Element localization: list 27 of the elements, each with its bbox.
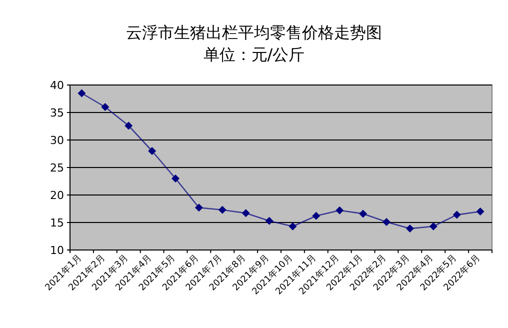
point: [265, 216, 274, 225]
y-tick-label: 15: [50, 216, 64, 230]
point: [101, 103, 110, 111]
point: [78, 89, 86, 98]
point: [406, 224, 414, 233]
point: [194, 204, 203, 212]
chart-title: 云浮市生猪出栏平均零售价格走势图: [126, 23, 382, 42]
chart-subtitle: 单位：元/公斤: [203, 45, 305, 64]
y-tick-label: 30: [50, 134, 64, 147]
y-tick-label: 10: [50, 244, 64, 257]
point: [172, 174, 180, 182]
y-tick-label: 40: [50, 79, 64, 92]
y-tick-label: 35: [50, 106, 64, 120]
point: [218, 206, 226, 214]
point: [312, 212, 320, 220]
point: [124, 122, 133, 130]
point: [452, 210, 461, 219]
y-tick-label: 20: [50, 189, 64, 202]
point: [336, 206, 344, 214]
point: [429, 222, 438, 230]
point: [382, 218, 390, 226]
point: [148, 147, 156, 155]
point: [242, 209, 250, 218]
y-tick-label: 25: [50, 162, 64, 174]
point: [476, 208, 484, 216]
point: [359, 210, 368, 218]
point: [288, 222, 297, 230]
